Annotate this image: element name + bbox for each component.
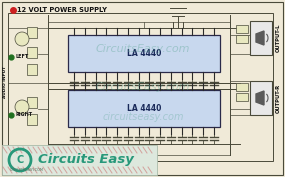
Bar [236,25,248,33]
Text: CIRCUITSEASY.COM: CIRCUITSEASY.COM [10,168,44,172]
Text: CircuitsEasy.com: CircuitsEasy.com [96,44,190,54]
Circle shape [15,32,29,46]
Bar [8,13,273,161]
Polygon shape [256,91,264,105]
Text: OUTPUT-R: OUTPUT-R [276,83,280,113]
Bar [27,114,37,125]
Bar [236,93,248,101]
Bar [27,64,37,75]
Text: Circuits Easy: Circuits Easy [38,153,134,167]
Bar [27,27,37,38]
Bar [2,145,157,175]
Bar [27,47,37,58]
Bar [68,35,220,72]
Text: LA 4440: LA 4440 [127,104,161,113]
Text: AUDIO INPUT: AUDIO INPUT [3,66,7,98]
Polygon shape [256,31,264,45]
Bar [68,90,220,127]
Bar [250,21,272,55]
Text: C: C [16,155,24,165]
Bar [250,81,272,115]
Text: RIGHT: RIGHT [15,113,32,118]
Bar [236,35,248,43]
Bar [236,83,248,91]
Bar [27,97,37,108]
Text: LA 4440: LA 4440 [127,49,161,58]
Text: OUTPUT-L: OUTPUT-L [276,24,280,52]
Text: CircuitsEasy.com: CircuitsEasy.com [96,82,190,92]
Text: circuitseasy.com: circuitseasy.com [102,112,184,122]
Text: LEFT: LEFT [15,55,28,59]
Circle shape [15,100,29,114]
Text: 12 VOLT POWER SUPPLY: 12 VOLT POWER SUPPLY [17,7,107,13]
